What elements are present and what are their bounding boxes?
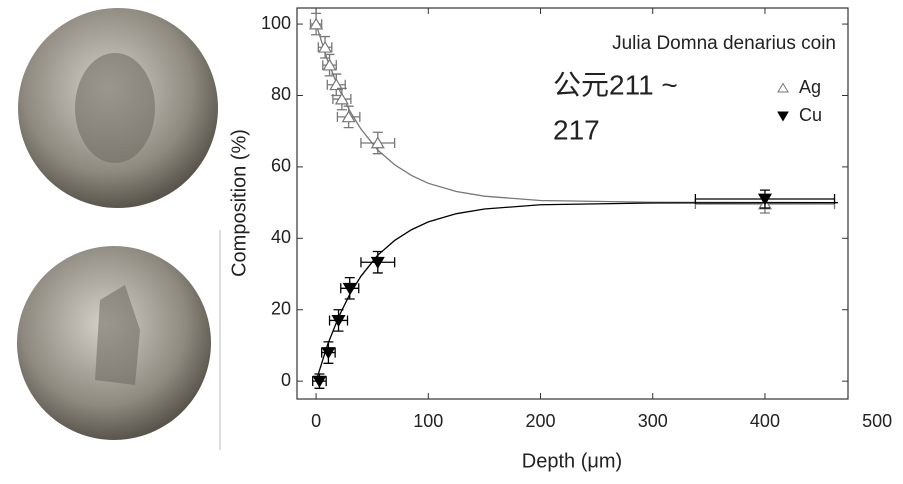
data-point xyxy=(322,58,337,71)
annotation: 公元211 ~ xyxy=(553,69,678,100)
y-tick-label: 100 xyxy=(261,13,291,33)
y-tick-label: 60 xyxy=(271,156,291,176)
data-point xyxy=(757,193,773,206)
x-tick-label: 400 xyxy=(750,411,780,431)
y-axis-label: Composition (%) xyxy=(228,129,250,277)
data-point xyxy=(309,17,324,30)
data-point xyxy=(329,78,344,91)
y-tick-label: 0 xyxy=(281,370,291,390)
data-point xyxy=(312,375,327,388)
fit-curve xyxy=(315,23,838,204)
plot-frame xyxy=(296,7,849,400)
x-tick-label: 200 xyxy=(525,411,555,431)
data-point xyxy=(321,347,336,360)
y-tick-label: 40 xyxy=(271,227,291,247)
y-tick-label: 20 xyxy=(271,298,291,318)
coin-portrait xyxy=(75,53,155,163)
fit-curve xyxy=(315,201,838,382)
x-axis-label: Depth (μm) xyxy=(522,450,622,472)
annotation: 217 xyxy=(553,114,600,145)
x-tick-label: 0 xyxy=(311,411,321,431)
data-point xyxy=(341,110,356,123)
data-point xyxy=(342,282,357,295)
data-point xyxy=(370,256,385,269)
legend-title: Julia Domna denarius coin xyxy=(612,33,836,54)
legend-label: Cu xyxy=(799,105,822,125)
data-point xyxy=(318,40,333,53)
data-point xyxy=(331,315,346,328)
x-tick-label: 500 xyxy=(862,411,892,431)
legend-label: Ag xyxy=(799,77,821,97)
y-tick-label: 80 xyxy=(271,84,291,104)
x-tick-label: 100 xyxy=(413,411,443,431)
data-point xyxy=(334,92,349,105)
legend-marker xyxy=(777,111,789,122)
x-tick-label: 300 xyxy=(638,411,668,431)
legend-marker xyxy=(777,82,789,93)
coin-figure xyxy=(95,285,140,385)
data-point xyxy=(370,136,385,149)
